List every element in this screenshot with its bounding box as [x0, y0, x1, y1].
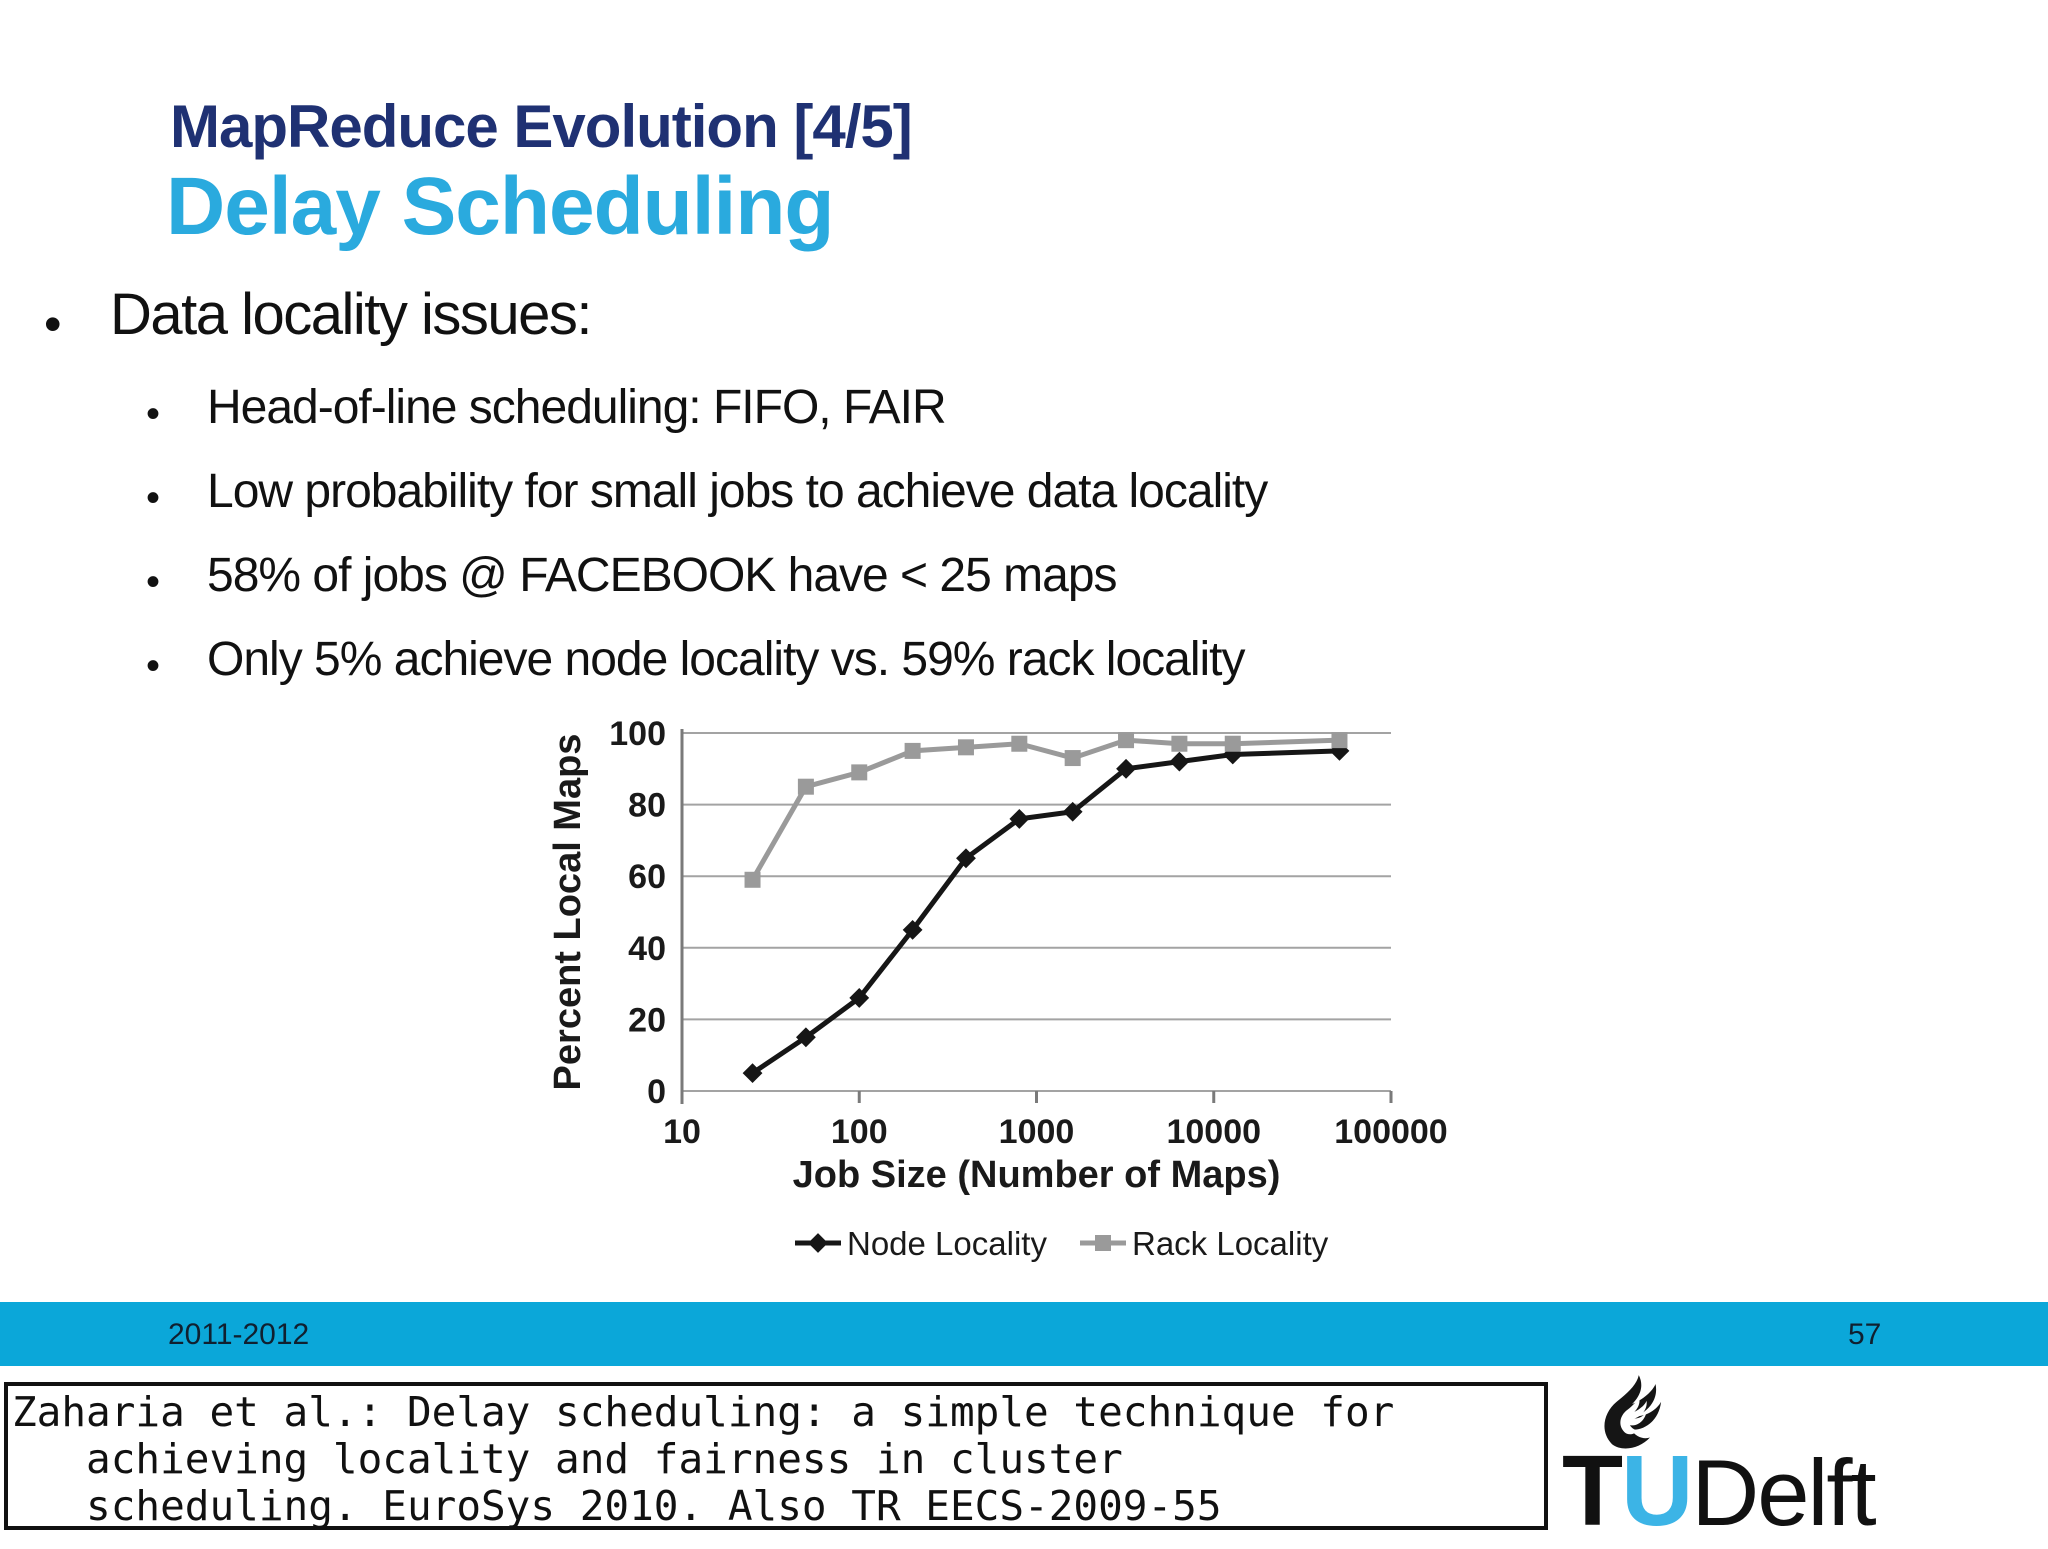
y-tick-label: 100 — [609, 715, 666, 753]
locality-chart-svg: 0 20 40 60 80 100 10 100 1000 10000 100000 Percent … — [547, 715, 1448, 1262]
citation-line: scheduling. EuroSys 2010. Also TR EECS-2… — [12, 1482, 1222, 1530]
bullet-icon: • — [146, 392, 161, 436]
locality-chart: 0 20 40 60 80 100 10 100 1000 10000 100000 Percent … — [540, 703, 1460, 1283]
x-tick-label: 100000 — [1334, 1113, 1447, 1151]
diamond-marker — [1169, 751, 1190, 772]
y-tick-label: 60 — [628, 858, 666, 896]
bullet-icon: • — [146, 644, 161, 688]
bullet-sub-1: Head-of-line scheduling: FIFO, FAIR — [207, 381, 947, 434]
square-marker — [744, 871, 761, 888]
square-marker — [957, 739, 974, 756]
diamond-marker — [849, 988, 870, 1008]
y-axis-title: Percent Local Maps — [547, 734, 589, 1091]
legend-label: Rack Locality — [1132, 1225, 1329, 1262]
diamond-marker — [956, 848, 976, 869]
legend-diamond-marker — [808, 1233, 828, 1253]
square-marker — [1331, 732, 1348, 749]
bullet-icon: • — [44, 296, 62, 352]
tu-delft-logo: TUDelft — [1562, 1375, 1942, 1547]
y-tick-label: 20 — [628, 1001, 666, 1039]
legend-label: Node Locality — [847, 1225, 1047, 1262]
y-tick-label: 40 — [628, 930, 666, 968]
square-marker — [1064, 750, 1081, 767]
bullet-sub-4: Only 5% achieve node locality vs. 59% ra… — [207, 633, 1246, 686]
x-tick-label: 10 — [663, 1113, 701, 1151]
slide-kicker: MapReduce Evolution [4/5] — [170, 93, 913, 160]
logo-delft-text: Delft — [1691, 1440, 1876, 1545]
page-number: 57 — [1848, 1318, 1882, 1351]
flame-icon — [1604, 1375, 1662, 1449]
square-marker — [1224, 735, 1241, 752]
legend-square-marker — [1095, 1235, 1111, 1251]
logo-letter-t: T — [1562, 1435, 1623, 1547]
square-marker — [851, 764, 868, 781]
footer-period: 2011-2012 — [168, 1318, 310, 1351]
logo-letter-u: U — [1621, 1435, 1693, 1547]
bullet-sub-3: 58% of jobs @ FACEBOOK have < 25 maps — [207, 549, 1118, 602]
citation-box: Zaharia et al.: Delay scheduling: a simp… — [4, 1382, 1548, 1530]
square-marker — [797, 778, 814, 795]
y-tick-label: 80 — [628, 787, 666, 825]
bullet-icon: • — [146, 476, 161, 520]
series-line-rack-locality — [750, 737, 1340, 882]
diamond-marker — [902, 920, 923, 940]
x-tick-label: 100 — [831, 1113, 888, 1151]
square-marker — [1171, 735, 1188, 752]
square-marker — [1118, 732, 1135, 749]
citation-line: achieving locality and fairness in clust… — [12, 1435, 1123, 1483]
bullet-sub-2: Low probability for small jobs to achiev… — [207, 465, 1268, 518]
x-tick-label: 10000 — [1166, 1113, 1261, 1151]
x-tick-label: 1000 — [999, 1113, 1075, 1151]
series-line-node-locality — [751, 748, 1340, 1076]
footer-bar — [0, 1302, 2048, 1366]
citation-line: Zaharia et al.: Delay scheduling: a simp… — [12, 1388, 1395, 1436]
bullet-main: Data locality issues: — [110, 282, 593, 347]
square-marker — [904, 742, 921, 759]
diamond-marker — [795, 1027, 816, 1048]
square-marker — [1011, 735, 1028, 752]
y-tick-label: 0 — [647, 1073, 666, 1111]
slide-title: Delay Scheduling — [166, 161, 835, 252]
bullet-icon: • — [146, 560, 161, 604]
x-axis-title: Job Size (Number of Maps) — [793, 1154, 1281, 1196]
diamond-marker — [1116, 758, 1136, 779]
